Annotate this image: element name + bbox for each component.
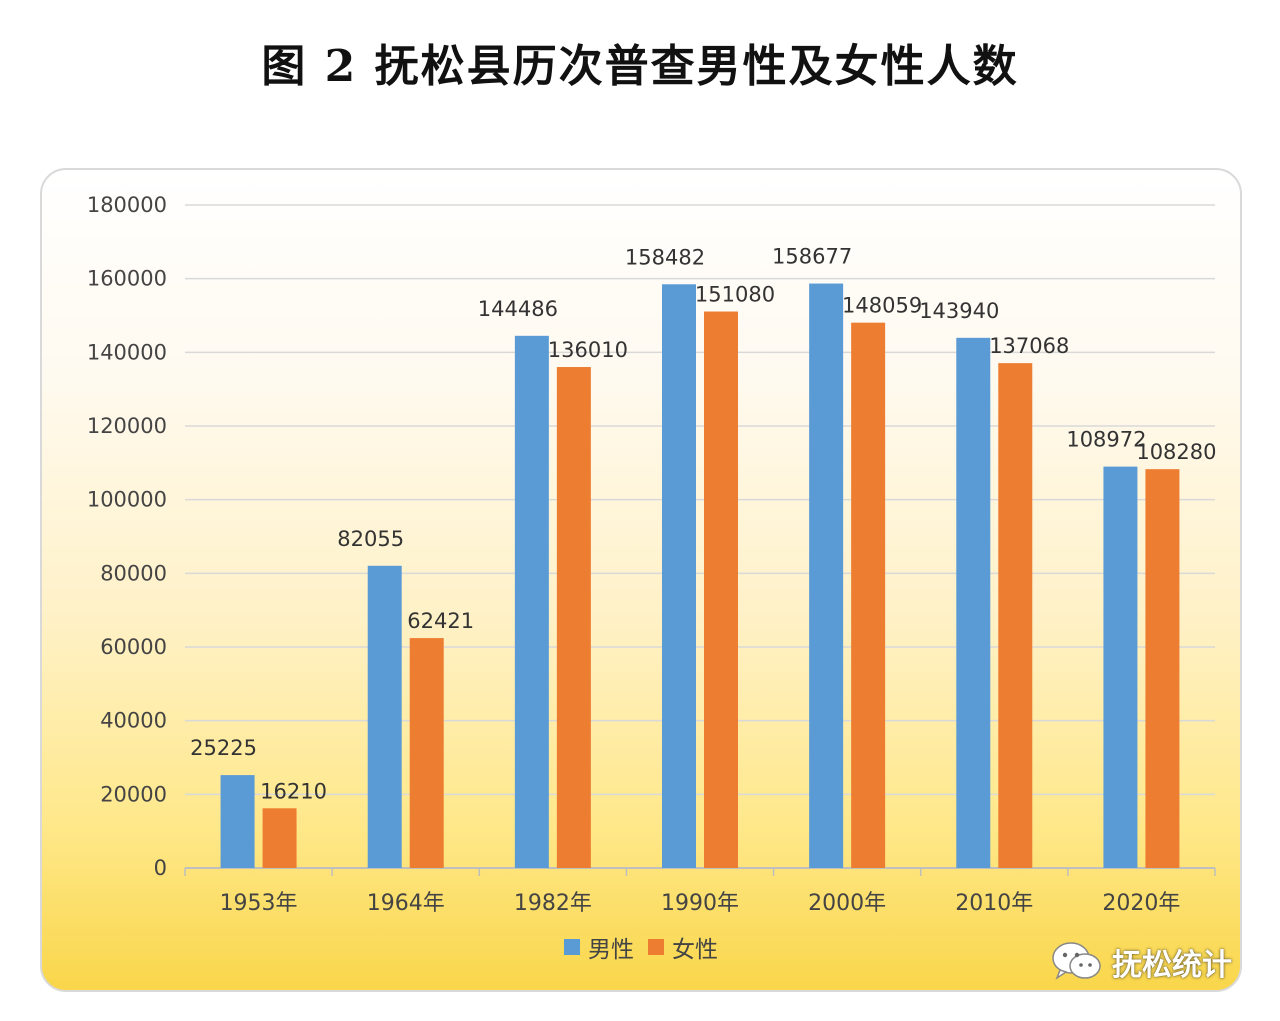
data-label-male: 143940 <box>919 299 999 323</box>
bar-female <box>409 638 444 868</box>
bar-male <box>956 337 991 868</box>
y-tick-label: 160000 <box>87 267 167 291</box>
y-tick-label: 100000 <box>87 488 167 512</box>
bar-female <box>262 808 297 868</box>
bar-chart: 0 20000 40000 60000 80000 100000 120000 140000 1… <box>87 193 1217 916</box>
y-tick-label: 20000 <box>100 782 167 806</box>
data-label-male: 108972 <box>1066 428 1146 452</box>
chart-panel: 0 20000 40000 60000 80000 100000 120000 140000 1… <box>40 168 1242 992</box>
y-tick-label: 180000 <box>87 193 167 217</box>
data-label-male: 144486 <box>478 297 558 321</box>
watermark: 抚松统计 <box>1050 940 1232 984</box>
data-label-male: 158482 <box>625 245 705 269</box>
legend-swatch-male <box>564 939 580 955</box>
x-tick-label: 1964年 <box>367 891 445 916</box>
data-label-male: 82055 <box>337 527 404 551</box>
x-tick-label: 1953年 <box>220 891 298 916</box>
watermark-text: 抚松统计 <box>1112 948 1232 983</box>
legend-swatch-female <box>648 939 664 955</box>
legend-label-male: 男性 <box>588 937 634 963</box>
y-tick-label: 40000 <box>100 709 167 733</box>
x-tick-label: 2010年 <box>955 891 1033 916</box>
y-tick-label: 60000 <box>100 635 167 659</box>
bar-female <box>851 322 886 868</box>
bar-female <box>998 363 1033 868</box>
figure-title: 图 2 抚松县历次普查男性及女性人数 <box>261 41 1019 92</box>
data-label-female: 108280 <box>1136 440 1216 464</box>
data-label-female: 148059 <box>842 294 922 318</box>
bar-male <box>220 775 255 868</box>
bar-male <box>662 284 696 869</box>
bar-male <box>1103 466 1138 868</box>
wechat-icon <box>1052 942 1101 980</box>
legend-item-male: 男性 <box>564 930 634 964</box>
y-tick-label: 0 <box>154 856 167 880</box>
x-tick-label: 2000年 <box>808 891 886 916</box>
bar-male <box>367 565 402 868</box>
data-label-female: 62421 <box>407 609 474 633</box>
bar-male <box>514 335 549 868</box>
bar-female <box>704 311 738 869</box>
x-tick-label: 2020年 <box>1102 891 1180 916</box>
y-tick-label: 120000 <box>87 414 167 438</box>
data-label-male: 25225 <box>190 736 257 760</box>
x-tick-label: 1982年 <box>514 891 592 916</box>
chart-legend: 男性 女性 <box>42 930 1240 964</box>
bar-female <box>556 367 591 868</box>
data-label-male: 158677 <box>772 245 852 269</box>
data-label-female: 137068 <box>989 334 1069 358</box>
legend-item-female: 女性 <box>648 930 718 964</box>
legend-label-female: 女性 <box>672 937 718 963</box>
bar-male <box>809 283 844 868</box>
y-tick-label: 80000 <box>100 561 167 585</box>
data-label-female: 136010 <box>548 338 628 362</box>
data-label-female: 151080 <box>695 283 775 307</box>
data-label-female: 16210 <box>260 779 327 803</box>
y-tick-label: 140000 <box>87 340 167 364</box>
bar-female <box>1145 469 1180 868</box>
x-tick-label: 1990年 <box>661 891 739 916</box>
